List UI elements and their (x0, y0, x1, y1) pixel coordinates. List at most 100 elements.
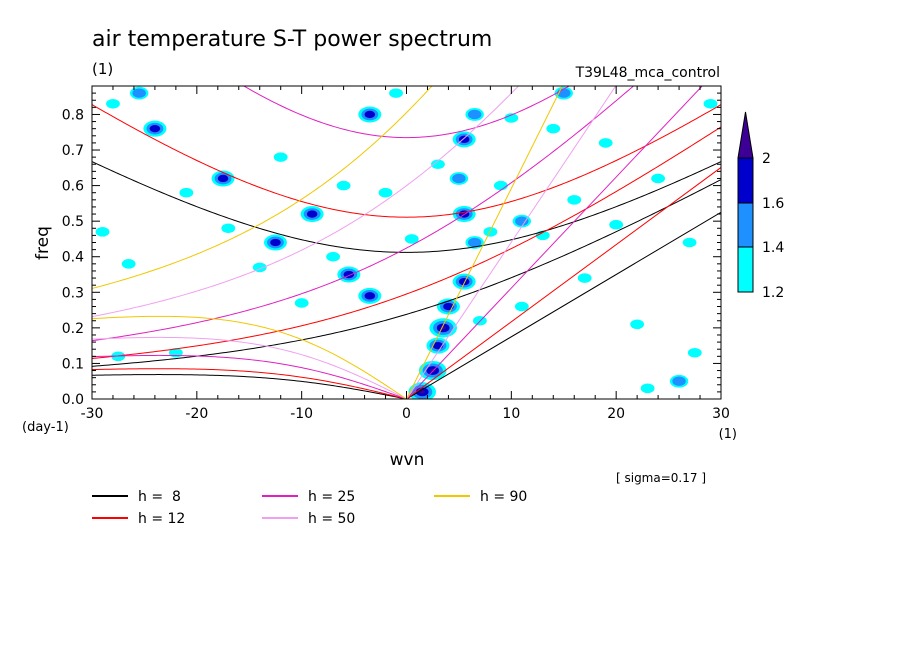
spectral-blob-27-level-1 (483, 227, 498, 237)
spectral-blob-35-level-1 (687, 347, 702, 358)
y-tick-label: 0.3 (62, 285, 84, 301)
spectral-blob-5-level-3 (458, 277, 470, 286)
sigma-note: [ sigma=0.17 ] (616, 471, 706, 485)
spectral-blob-21-level-2 (672, 376, 686, 386)
spectral-blob-43-level-1 (326, 251, 341, 262)
x-axis-ticks: -30 -20 -10 0 10 20 30 (81, 406, 730, 422)
y-tick-label: 0.1 (62, 356, 84, 372)
colorbar-label: 2 (762, 151, 771, 167)
rossby-curve-h50 (92, 336, 407, 399)
x-tick-label: -20 (185, 406, 208, 422)
spectral-blob-24-level-1 (221, 223, 236, 234)
spectral-blob-28-level-1 (493, 180, 508, 191)
spectral-blob-36-level-1 (640, 383, 655, 394)
y-tick-label: 0.8 (62, 107, 84, 123)
colorbar-label: 1.6 (762, 196, 784, 212)
spectral-blob-40-level-1 (121, 259, 136, 269)
spectral-blob-32-level-1 (546, 123, 561, 134)
y-axis-ticks: 0.0 0.1 0.2 0.3 0.4 0.5 0.6 0.7 0.8 (62, 107, 84, 408)
rossby-curve-h12 (92, 368, 407, 399)
x-tick-label: 20 (607, 406, 625, 422)
spectral-blob-25-level-1 (179, 187, 194, 198)
spectral-blob-11-level-2 (515, 216, 529, 226)
kelvin-curve-h25 (406, 86, 703, 399)
x-tick-label: 10 (502, 406, 520, 422)
spectral-blob-54-level-1 (703, 98, 718, 109)
y-unit-label: (day-1) (22, 420, 69, 435)
spectral-blob-49-level-1 (431, 159, 445, 170)
y-tick-label: 0.2 (62, 321, 84, 337)
spectral-blob-17-level-3 (149, 125, 161, 133)
spectral-blobs (95, 86, 718, 399)
spectral-blob-16-level-3 (217, 174, 229, 183)
legend-label-h50: h = 50 (308, 511, 355, 527)
dispersion-curves (92, 0, 721, 399)
mrg-curve-h90 (92, 86, 433, 289)
x-tick-label: 0 (402, 406, 411, 422)
chart-subtitle-right: T39L48_mca_control (575, 65, 720, 81)
x-axis-label: wvn (390, 450, 425, 470)
gravity-curve-h25 (242, 86, 571, 139)
rossby-curve-h25 (92, 354, 407, 399)
spectral-blob-51-level-1 (514, 301, 529, 312)
legend-label-h8: h = 8 (138, 489, 181, 505)
colorbar-label: 1.4 (762, 240, 784, 256)
kelvin-curve-h8 (406, 211, 721, 399)
legend: h = 8 h = 12 h = 25 h = 50 h = 90 (92, 489, 527, 527)
gravity-curve-h50 (92, 0, 721, 30)
y-tick-label: 0.5 (62, 214, 84, 230)
spectral-blob-14-level-3 (306, 210, 318, 218)
spectral-blob-42-level-1 (294, 298, 309, 308)
spectral-blob-33-level-1 (598, 138, 613, 148)
spectral-blob-47-level-1 (389, 88, 403, 98)
colorbar-segment (737, 157, 754, 204)
spectral-blob-52-level-1 (577, 273, 592, 283)
y-tick-label: 0.6 (62, 179, 84, 195)
plot-area (91, 0, 722, 400)
legend-label-h90: h = 90 (480, 489, 527, 505)
legend-label-h25: h = 25 (308, 489, 355, 505)
x-tick-label: -10 (290, 406, 313, 422)
mrg-curve-h25 (92, 86, 635, 342)
spectral-blob-19-level-3 (364, 110, 376, 119)
spectral-blob-22-level-1 (273, 152, 288, 162)
minor-ticks (91, 85, 722, 400)
colorbar-segment (737, 246, 754, 293)
colorbar-label: 1.2 (762, 285, 784, 301)
spectral-blob-31-level-1 (609, 219, 624, 230)
y-axis-label: freq (33, 226, 53, 260)
spectral-blob-30-level-1 (567, 195, 582, 205)
spectral-blob-13-level-3 (364, 292, 376, 300)
spectral-blob-48-level-1 (504, 113, 519, 123)
kelvin-curve-h12 (406, 167, 721, 399)
kelvin-curve-h50 (406, 86, 617, 399)
spectral-blob-15-level-3 (270, 238, 281, 247)
spectral-blob-8-level-2 (452, 173, 466, 184)
colorbar: 1.2 1.4 1.6 2 (737, 111, 784, 301)
spectral-blob-6-level-2 (467, 237, 482, 248)
spectral-blob-53-level-1 (651, 173, 665, 184)
rossby-curve-h90 (92, 315, 407, 399)
gravity-curve-h8 (92, 161, 721, 253)
spectral-blob-34-level-1 (682, 237, 697, 248)
x-unit-label: (1) (719, 427, 737, 442)
kelvin-curve-h90 (406, 86, 563, 399)
colorbar-segment (737, 202, 754, 248)
chart-title: air temperature S-T power spectrum (92, 27, 492, 52)
spectral-blob-44-level-1 (336, 180, 351, 191)
colorbar-arrow (737, 111, 754, 159)
spectral-blob-41-level-1 (95, 227, 110, 237)
spectral-blob-45-level-1 (378, 187, 393, 198)
spectral-blob-18-level-2 (132, 88, 146, 98)
rossby-curve-h8 (92, 374, 407, 399)
plot-background (92, 86, 721, 399)
y-tick-label: 0.0 (62, 392, 84, 408)
y-tick-label: 0.7 (62, 143, 84, 159)
mrg-curve-h50 (92, 86, 520, 318)
spectral-blob-10-level-2 (467, 109, 482, 120)
chart-subtitle-left: (1) (92, 60, 113, 78)
gravity-curve-h12 (92, 104, 721, 218)
spectral-blob-26-level-1 (106, 98, 120, 109)
spectral-blob-37-level-1 (630, 319, 645, 330)
